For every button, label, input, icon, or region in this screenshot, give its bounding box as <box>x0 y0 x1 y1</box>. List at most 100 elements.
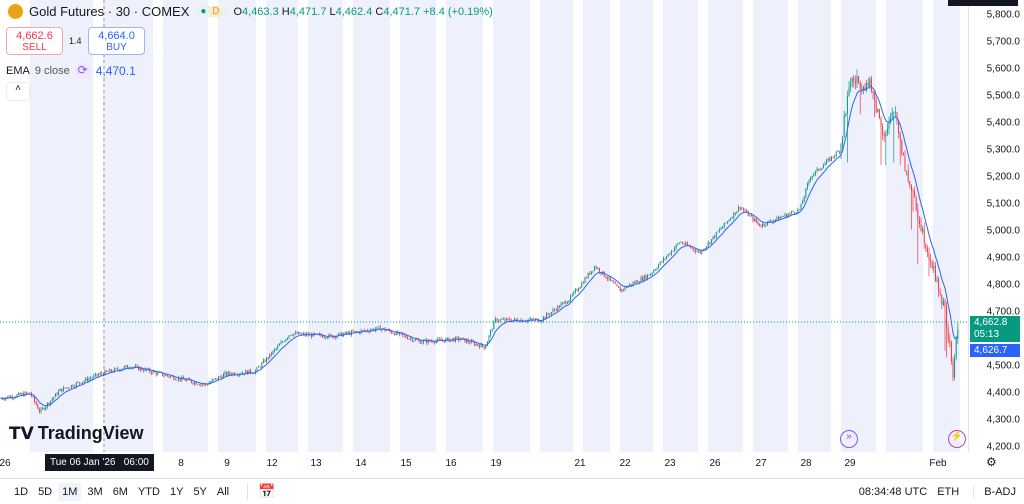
range-3m[interactable]: 3M <box>87 485 103 498</box>
candle-body <box>219 376 221 378</box>
candle-body <box>34 396 36 402</box>
candle-body <box>821 168 823 170</box>
crosshair-time-label: Tue 06 Jan '26 06:00 <box>45 454 154 471</box>
range-all[interactable]: All <box>216 485 230 498</box>
candle-body <box>259 366 261 368</box>
candle-body <box>286 337 288 340</box>
candle-body <box>11 396 13 399</box>
price-chart[interactable] <box>0 0 968 452</box>
candle-body <box>194 382 196 384</box>
clock[interactable]: 08:34:48 UTC <box>858 485 928 498</box>
candle-body <box>214 378 216 380</box>
candle-body <box>483 346 485 349</box>
candle-body <box>590 271 592 275</box>
candle-body <box>912 190 914 192</box>
range-5d[interactable]: 5D <box>38 485 53 498</box>
candle-body <box>811 175 813 179</box>
session-band <box>663 0 698 452</box>
session-band <box>753 0 788 452</box>
collapse-legend-button[interactable]: ˄ <box>7 83 29 100</box>
candle-body <box>136 365 138 367</box>
candle-body <box>915 197 917 210</box>
candle-body <box>363 330 365 331</box>
candle-body <box>830 156 832 161</box>
candle-body <box>354 331 356 332</box>
date-range-icon[interactable]: 📅 <box>247 483 276 500</box>
candle-body <box>32 396 34 397</box>
candle-body <box>253 373 255 374</box>
refresh-icon[interactable]: ⟳ <box>74 63 91 79</box>
candle-body <box>160 372 162 373</box>
candle-body <box>227 372 229 376</box>
lightning-icon[interactable]: ⚡ <box>948 430 966 448</box>
range-6m[interactable]: 6M <box>112 485 128 498</box>
candle-body <box>739 207 741 209</box>
candle-body <box>925 243 927 248</box>
candle-body <box>298 332 300 335</box>
range-5y[interactable]: 5Y <box>193 485 207 498</box>
candle-body <box>610 277 612 281</box>
candle-body <box>234 372 236 376</box>
candle-body <box>93 375 95 378</box>
candle-body <box>456 337 458 338</box>
candle-body <box>715 232 717 238</box>
candle-body <box>163 375 165 377</box>
candle-body <box>930 260 932 263</box>
symbol-title[interactable]: Gold Futures · 30 · COMEX <box>29 4 190 19</box>
candle-body <box>514 318 516 321</box>
price-tick: 4,400.0 <box>986 387 1020 399</box>
candle-body <box>323 337 325 339</box>
candle-body <box>928 252 930 261</box>
candle-body <box>634 282 636 284</box>
candle-body <box>931 262 933 268</box>
candle-body <box>693 248 695 251</box>
candle-body <box>805 188 807 197</box>
candle-body <box>462 338 464 339</box>
candle-body <box>782 216 784 217</box>
adjustment-toggle[interactable]: B-ADJ <box>973 485 1016 498</box>
candle-body <box>829 158 831 161</box>
range-1y[interactable]: 1Y <box>169 485 184 498</box>
candle-body <box>680 242 682 243</box>
candle-body <box>302 333 304 334</box>
candle-body <box>229 372 231 375</box>
candle-body <box>90 378 92 379</box>
sell-button[interactable]: 4,662.6 SELL <box>6 27 63 55</box>
candle-body <box>232 372 234 375</box>
range-1d[interactable]: 1D <box>14 485 29 498</box>
event-icon[interactable]: » <box>840 430 858 448</box>
session-toggle[interactable]: ETH <box>937 485 960 498</box>
candle-body <box>106 370 108 372</box>
price-axis[interactable]: 5,800.0 5,700.0 5,600.0 5,500.0 5,400.0 5,300… <box>968 0 1024 453</box>
settings-icon[interactable]: ⚙ <box>986 455 997 469</box>
candle-body <box>118 369 120 371</box>
candle-body <box>293 333 295 336</box>
candle-body <box>918 218 920 224</box>
range-ytd[interactable]: YTD <box>137 485 160 498</box>
candle-body <box>562 302 564 304</box>
candle-body <box>670 250 672 255</box>
candle-body <box>387 329 389 331</box>
candle-body <box>563 301 565 303</box>
candle-body <box>258 366 260 368</box>
candle-body <box>275 348 277 350</box>
candle-body <box>61 388 63 392</box>
candle-body <box>539 321 541 323</box>
candle-body <box>80 383 82 384</box>
candle-body <box>451 338 453 340</box>
candle-body <box>75 382 77 387</box>
price-tick: 5,000.0 <box>986 225 1020 237</box>
candle-body <box>414 339 416 341</box>
candle-body <box>51 398 53 401</box>
candle-body <box>352 330 354 332</box>
candle-body <box>506 318 508 321</box>
candle-body <box>795 212 797 214</box>
candle-body <box>115 368 117 369</box>
candle-body <box>754 218 756 221</box>
buy-button[interactable]: 4,664.0 BUY <box>88 27 145 55</box>
candle-body <box>395 331 397 336</box>
range-1m[interactable]: 1M <box>58 482 82 501</box>
candle-body <box>710 239 712 244</box>
time-axis[interactable]: Tue 06 Jan '26 06:00 ⚙ 26 8 9 12 13 14 15 16 19 2… <box>0 452 1024 474</box>
candle-body <box>578 289 580 291</box>
